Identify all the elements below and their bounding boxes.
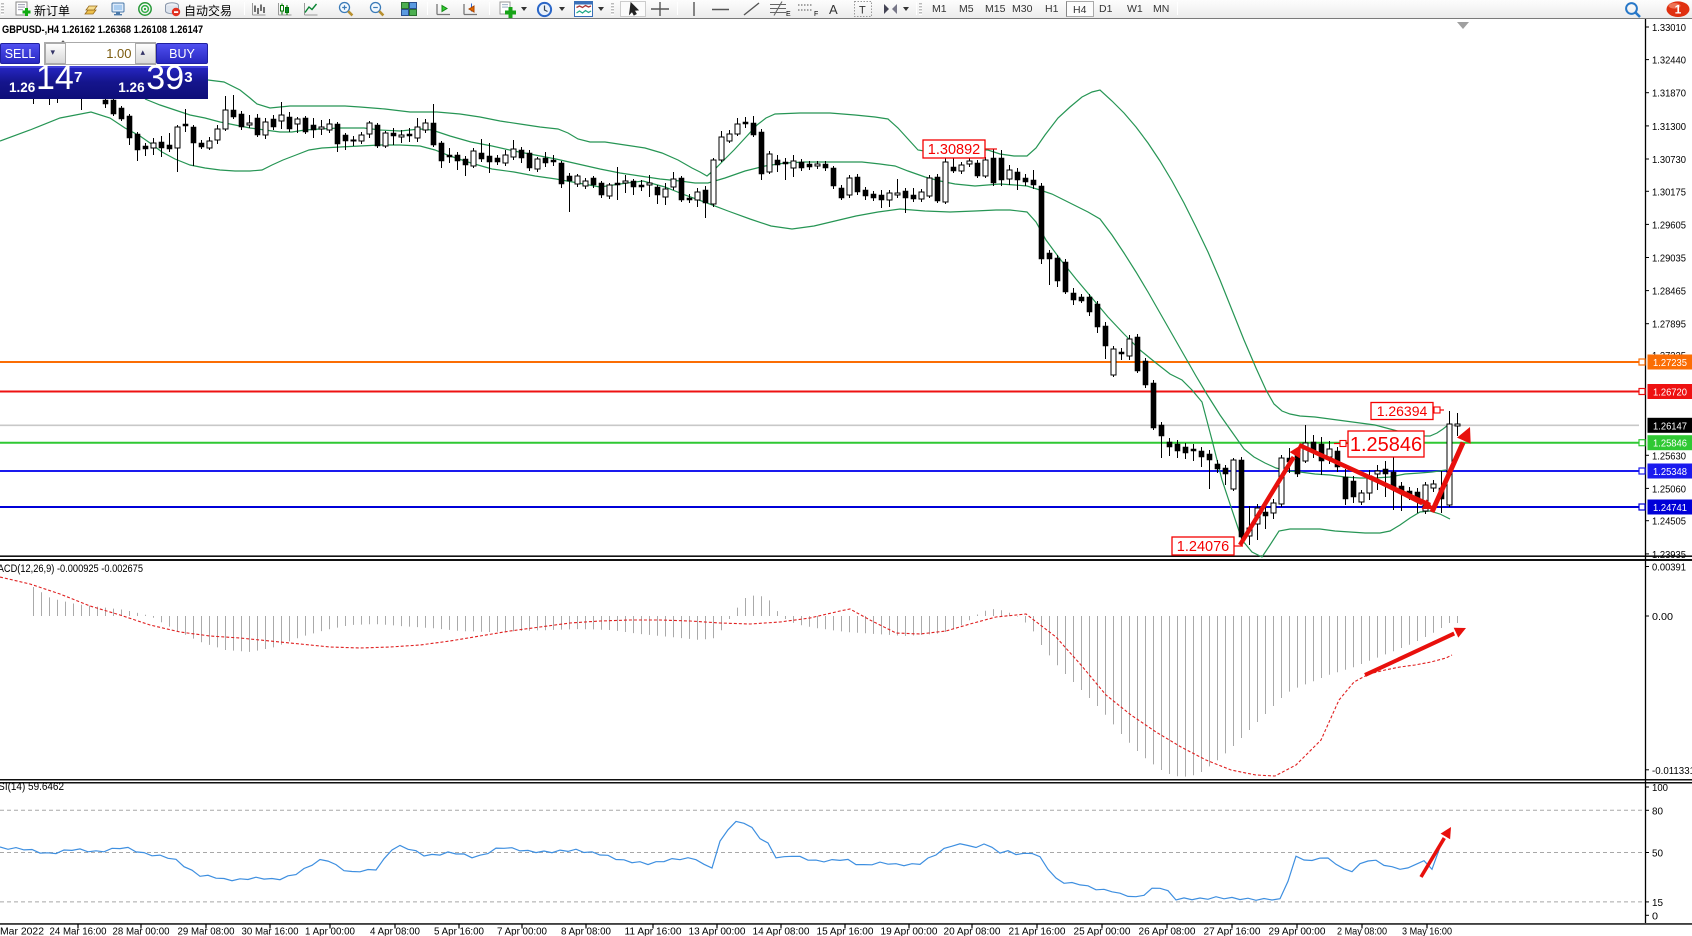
svg-text:MACD(12,26,9) -0.000925 -0.002: MACD(12,26,9) -0.000925 -0.002675: [0, 563, 143, 575]
svg-text:3 May 16:00: 3 May 16:00: [1402, 926, 1452, 936]
svg-text:21 Apr 16:00: 21 Apr 16:00: [1009, 926, 1066, 936]
svg-text:14 Apr 08:00: 14 Apr 08:00: [753, 926, 810, 936]
svg-text:1.33010: 1.33010: [1652, 22, 1686, 34]
svg-text:13 Apr 00:00: 13 Apr 00:00: [689, 926, 746, 936]
svg-text:1.31870: 1.31870: [1652, 88, 1686, 100]
svg-text:80: 80: [1652, 805, 1663, 817]
svg-text:15: 15: [1652, 897, 1663, 909]
svg-text:29 Mar 08:00: 29 Mar 08:00: [178, 926, 235, 936]
svg-text:1.27235: 1.27235: [1653, 357, 1687, 369]
svg-text:25 Apr 00:00: 25 Apr 00:00: [1074, 926, 1131, 936]
svg-text:1.24505: 1.24505: [1652, 516, 1686, 528]
svg-text:T: T: [859, 5, 866, 17]
svg-text:1.30730: 1.30730: [1652, 154, 1686, 166]
svg-text:28 Mar 00:00: 28 Mar 00:00: [113, 926, 170, 936]
svg-text:F: F: [814, 11, 818, 17]
svg-text:1.24076: 1.24076: [1177, 539, 1229, 555]
svg-text:1.30175: 1.30175: [1652, 186, 1686, 198]
svg-text:1.23935: 1.23935: [1652, 549, 1686, 561]
svg-text:50: 50: [1652, 848, 1663, 860]
svg-text:1.32440: 1.32440: [1652, 55, 1686, 67]
svg-text:1.25846: 1.25846: [1653, 438, 1687, 450]
svg-text:-0.011331: -0.011331: [1652, 765, 1692, 777]
svg-text:E: E: [786, 11, 791, 17]
svg-text:29 Apr 00:00: 29 Apr 00:00: [1269, 926, 1326, 936]
svg-text:4 Apr 08:00: 4 Apr 08:00: [370, 926, 420, 936]
svg-text:1.25348: 1.25348: [1653, 466, 1687, 478]
svg-text:19 Apr 00:00: 19 Apr 00:00: [881, 926, 938, 936]
svg-text:8 Apr 08:00: 8 Apr 08:00: [561, 926, 611, 936]
svg-text:26 Apr 08:00: 26 Apr 08:00: [1139, 926, 1196, 936]
svg-text:Mar 2022: Mar 2022: [0, 926, 44, 936]
svg-text:100: 100: [1652, 782, 1668, 794]
svg-text:0.00: 0.00: [1652, 611, 1673, 623]
svg-text:15 Apr 16:00: 15 Apr 16:00: [817, 926, 874, 936]
svg-text:A: A: [829, 2, 838, 17]
svg-text:1: 1: [1675, 3, 1682, 17]
svg-text:1.25060: 1.25060: [1652, 483, 1686, 495]
svg-text:0: 0: [1652, 910, 1658, 922]
svg-text:1.25630: 1.25630: [1652, 450, 1686, 462]
svg-text:1.28465: 1.28465: [1652, 286, 1686, 298]
svg-text:1.31300: 1.31300: [1652, 121, 1686, 133]
svg-text:1.26720: 1.26720: [1653, 387, 1687, 399]
svg-text:1.26394: 1.26394: [1377, 403, 1428, 419]
svg-text:1 Apr 00:00: 1 Apr 00:00: [305, 926, 355, 936]
svg-text:1.26147: 1.26147: [1653, 420, 1687, 432]
svg-text:20 Apr 08:00: 20 Apr 08:00: [944, 926, 1001, 936]
svg-text:7 Apr 00:00: 7 Apr 00:00: [497, 926, 547, 936]
svg-text:0.00391: 0.00391: [1652, 562, 1686, 574]
svg-text:24 Mar 16:00: 24 Mar 16:00: [50, 926, 107, 936]
svg-text:11 Apr 16:00: 11 Apr 16:00: [625, 926, 682, 936]
svg-text:1.30892: 1.30892: [928, 142, 980, 158]
svg-text:GBPUSD-,H4 1.26162 1.26368 1.: GBPUSD-,H4 1.26162 1.26368 1.26108 1.261…: [2, 24, 203, 36]
svg-text:1.29035: 1.29035: [1652, 253, 1686, 265]
svg-text:27 Apr 16:00: 27 Apr 16:00: [1204, 926, 1261, 936]
svg-text:2 May 08:00: 2 May 08:00: [1337, 926, 1387, 936]
svg-text:1.25846: 1.25846: [1350, 434, 1422, 456]
svg-text:30 Mar 16:00: 30 Mar 16:00: [242, 926, 299, 936]
svg-text:5 Apr 16:00: 5 Apr 16:00: [434, 926, 484, 936]
svg-text:1.29605: 1.29605: [1652, 219, 1686, 231]
svg-text:RSI(14) 59.6462: RSI(14) 59.6462: [0, 781, 64, 793]
svg-text:1.27895: 1.27895: [1652, 319, 1686, 331]
svg-text:1.24741: 1.24741: [1653, 502, 1687, 514]
